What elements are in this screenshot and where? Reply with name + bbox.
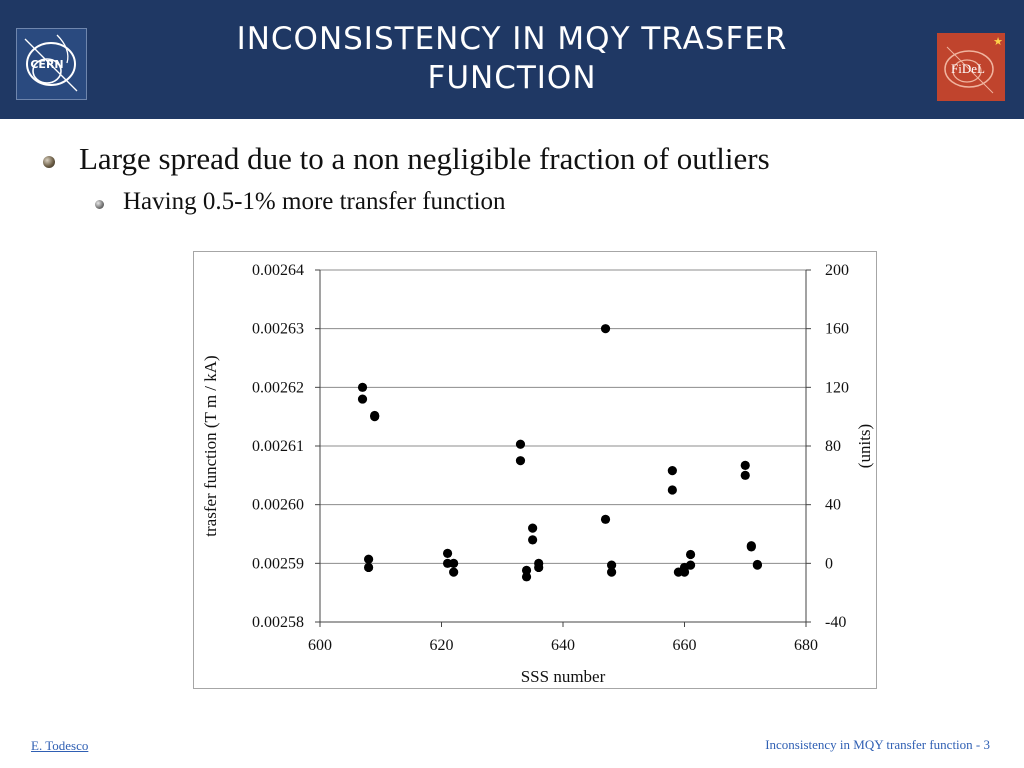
data-point bbox=[521, 565, 532, 575]
data-point bbox=[528, 523, 538, 533]
x-tick-label: 660 bbox=[673, 637, 697, 654]
y-tick-label: 0.00258 bbox=[252, 614, 304, 631]
sub-bullet-icon bbox=[95, 200, 104, 209]
slide-title: Inconsistency in MQY trasfer function bbox=[150, 20, 874, 98]
data-point bbox=[667, 485, 677, 495]
fidel-logo-icon: ★ FiDeL bbox=[944, 35, 1003, 94]
y-axis-title: trasfer function (T m / kA) bbox=[201, 355, 220, 536]
fidel-logo-text: FiDeL bbox=[951, 61, 985, 76]
cern-logo-icon: CERN bbox=[24, 34, 78, 92]
y-tick-label: 0.00262 bbox=[252, 379, 304, 396]
data-point bbox=[679, 567, 690, 577]
bullet-level1-text: Large spread due to a non negligible fra… bbox=[79, 141, 770, 176]
data-point bbox=[740, 470, 750, 480]
svg-text:★: ★ bbox=[993, 35, 1003, 48]
y2-axis-title: (units) bbox=[855, 424, 874, 468]
data-point bbox=[364, 562, 374, 573]
data-point bbox=[607, 560, 617, 570]
data-point bbox=[370, 412, 380, 422]
x-tick-label: 600 bbox=[308, 637, 332, 654]
y-tick-label: 0.00261 bbox=[252, 438, 304, 455]
y2-tick-label: -40 bbox=[825, 614, 846, 631]
y-tick-label: 0.00264 bbox=[252, 262, 304, 279]
fidel-logo: ★ FiDeL bbox=[937, 33, 1005, 101]
data-point bbox=[449, 567, 459, 577]
data-point bbox=[364, 554, 374, 564]
data-point bbox=[667, 466, 677, 476]
data-point bbox=[752, 560, 763, 570]
data-point bbox=[442, 548, 453, 558]
data-point bbox=[357, 382, 368, 392]
slide-header: CERN Inconsistency in MQY trasfer functi… bbox=[0, 0, 1024, 119]
data-point bbox=[740, 460, 750, 470]
cern-logo-text: CERN bbox=[30, 58, 63, 71]
bullet-icon bbox=[43, 156, 55, 168]
data-point bbox=[685, 560, 696, 570]
data-point bbox=[357, 394, 368, 404]
y2-tick-label: 120 bbox=[825, 379, 849, 396]
x-axis-title: SSS number bbox=[521, 667, 606, 686]
data-point bbox=[515, 456, 526, 466]
data-point bbox=[600, 324, 611, 334]
y2-tick-label: 40 bbox=[825, 497, 841, 514]
scatter-chart: 0.00258 0.00259 0.00260 0.00261 0.00262 0.002… bbox=[193, 251, 877, 689]
y2-tick-label: 160 bbox=[825, 321, 849, 338]
y-tick-label: 0.00259 bbox=[252, 555, 304, 572]
bullet-level2-text: Having 0.5-1% more transfer function bbox=[123, 188, 506, 215]
footer-author-link[interactable]: E. Todesco bbox=[31, 738, 89, 753]
data-point bbox=[534, 562, 544, 573]
footer-slide-label: Inconsistency in MQY transfer function -… bbox=[765, 737, 990, 752]
data-point bbox=[607, 567, 617, 577]
data-point bbox=[528, 535, 538, 545]
slide-title-line1: Inconsistency in MQY trasfer bbox=[236, 21, 788, 57]
x-tick-label: 680 bbox=[794, 637, 818, 654]
data-point bbox=[746, 542, 756, 552]
data-point bbox=[521, 572, 532, 582]
data-point bbox=[515, 439, 526, 449]
y2-tick-label: 80 bbox=[825, 438, 841, 455]
data-point bbox=[600, 514, 611, 524]
y-tick-label: 0.00263 bbox=[252, 321, 304, 338]
y-tick-label: 0.00260 bbox=[252, 497, 304, 514]
data-point bbox=[685, 549, 696, 560]
y2-tick-label: 200 bbox=[825, 262, 849, 279]
data-point bbox=[449, 558, 459, 568]
slide-title-line2: function bbox=[427, 60, 597, 96]
cern-logo: CERN bbox=[16, 28, 87, 100]
y2-tick-label: 0 bbox=[825, 555, 833, 572]
x-tick-label: 640 bbox=[551, 637, 575, 654]
scatter-chart-svg: 0.00258 0.00259 0.00260 0.00261 0.00262 0.002… bbox=[201, 262, 874, 686]
x-tick-label: 620 bbox=[430, 637, 454, 654]
